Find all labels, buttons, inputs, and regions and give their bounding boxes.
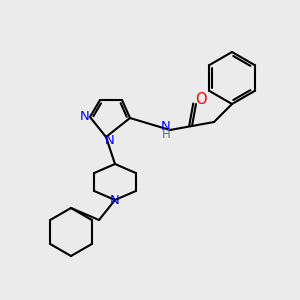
Text: N: N	[161, 119, 171, 133]
Text: N: N	[105, 134, 115, 148]
Text: N: N	[80, 110, 90, 124]
Text: H: H	[162, 128, 170, 142]
Text: O: O	[195, 92, 207, 107]
Text: N: N	[110, 194, 120, 206]
